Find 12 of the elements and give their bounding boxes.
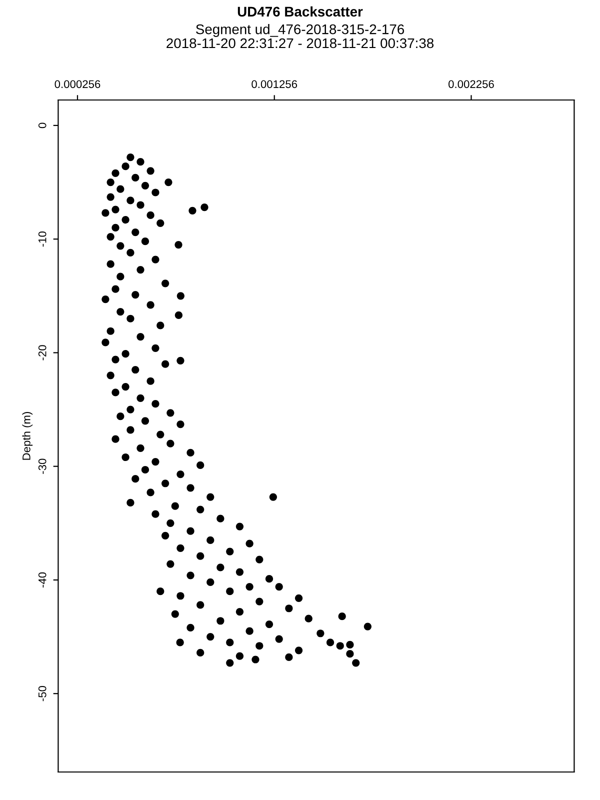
y-tick-label: 0 [38,122,46,128]
y-tick-label: -30 [38,458,46,474]
x-tick-label: 0.001256 [252,80,298,88]
y-tick-label: -20 [38,345,46,360]
chart-subtitle: Segment ud_476-2018-315-2-176 2018-11-20 22:31:27 - 2018-11-21 00:37:38 [166,24,434,48]
y-axis-title: Depth (m) [22,412,33,460]
y-tick-label: -10 [38,231,46,247]
y-tick-label: -50 [38,686,46,702]
chart-title: UD476 Backscatter [238,6,363,17]
x-tick-label: 0.000256 [54,80,100,88]
y-tick-label: -40 [38,572,46,588]
x-tick-label: 0.002256 [448,80,494,88]
